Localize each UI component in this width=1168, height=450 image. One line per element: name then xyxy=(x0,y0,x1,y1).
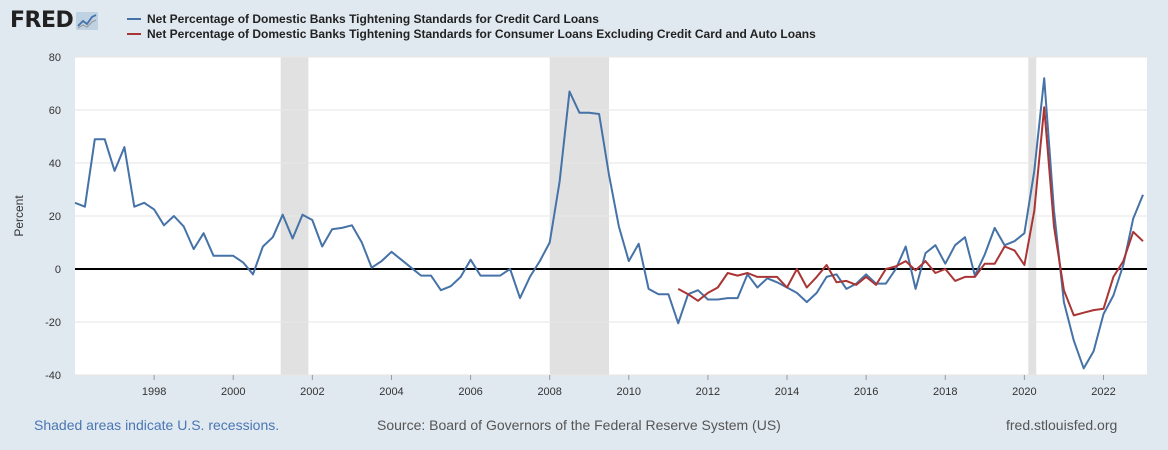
y-axis-label: Percent xyxy=(12,195,26,237)
legend-item-consumer-loans[interactable]: Net Percentage of Domestic Banks Tighten… xyxy=(127,26,816,41)
legend-swatch-credit-card xyxy=(127,17,141,20)
grid-lines xyxy=(75,56,1147,376)
y-tick-label: -20 xyxy=(45,317,61,329)
data-series xyxy=(74,77,1144,370)
x-tick-label: 2010 xyxy=(617,386,641,398)
legend-label-consumer-loans: Net Percentage of Domestic Banks Tighten… xyxy=(147,26,816,41)
y-axis-ticks: 80 60 40 20 0 -20 -40 xyxy=(45,52,61,382)
x-tick-label: 2016 xyxy=(854,386,878,398)
y-tick-label: 0 xyxy=(55,264,61,276)
x-axis-ticks: 1998 2000 2002 2004 2006 2008 2010 2012 2014 2016… xyxy=(142,375,1116,398)
legend-label-credit-card: Net Percentage of Domestic Banks Tighten… xyxy=(147,11,599,26)
y-tick-label: 40 xyxy=(49,158,61,170)
legend-item-credit-card[interactable]: Net Percentage of Domestic Banks Tighten… xyxy=(127,11,816,26)
x-tick-label: 2006 xyxy=(458,386,482,398)
series-line-1[interactable] xyxy=(677,106,1144,317)
fred-logo-text: FRED xyxy=(10,8,74,33)
y-tick-label: 80 xyxy=(49,52,61,64)
chart-legend: Net Percentage of Domestic Banks Tighten… xyxy=(127,11,816,41)
series-line-0[interactable] xyxy=(74,77,1144,370)
y-tick-label: 20 xyxy=(49,211,61,223)
x-tick-label: 1998 xyxy=(142,386,166,398)
x-tick-label: 2022 xyxy=(1091,386,1115,398)
x-tick-label: 2000 xyxy=(221,386,245,398)
fred-logo[interactable]: FRED xyxy=(10,8,99,33)
y-tick-label: -40 xyxy=(45,370,61,382)
legend-swatch-consumer-loans xyxy=(127,32,141,35)
x-tick-label: 2018 xyxy=(933,386,957,398)
y-tick-label: 60 xyxy=(49,105,61,117)
fred-url-link[interactable]: fred.stlouisfed.org xyxy=(1006,417,1118,433)
x-tick-label: 2008 xyxy=(537,386,561,398)
x-tick-label: 2002 xyxy=(300,386,324,398)
source-note: Source: Board of Governors of the Federa… xyxy=(377,417,781,433)
x-tick-label: 2020 xyxy=(1012,386,1036,398)
x-tick-label: 2014 xyxy=(775,386,799,398)
x-tick-label: 2004 xyxy=(379,386,403,398)
recession-note: Shaded areas indicate U.S. recessions. xyxy=(34,417,280,433)
x-tick-label: 2012 xyxy=(696,386,720,398)
fred-graph-icon xyxy=(76,11,99,30)
